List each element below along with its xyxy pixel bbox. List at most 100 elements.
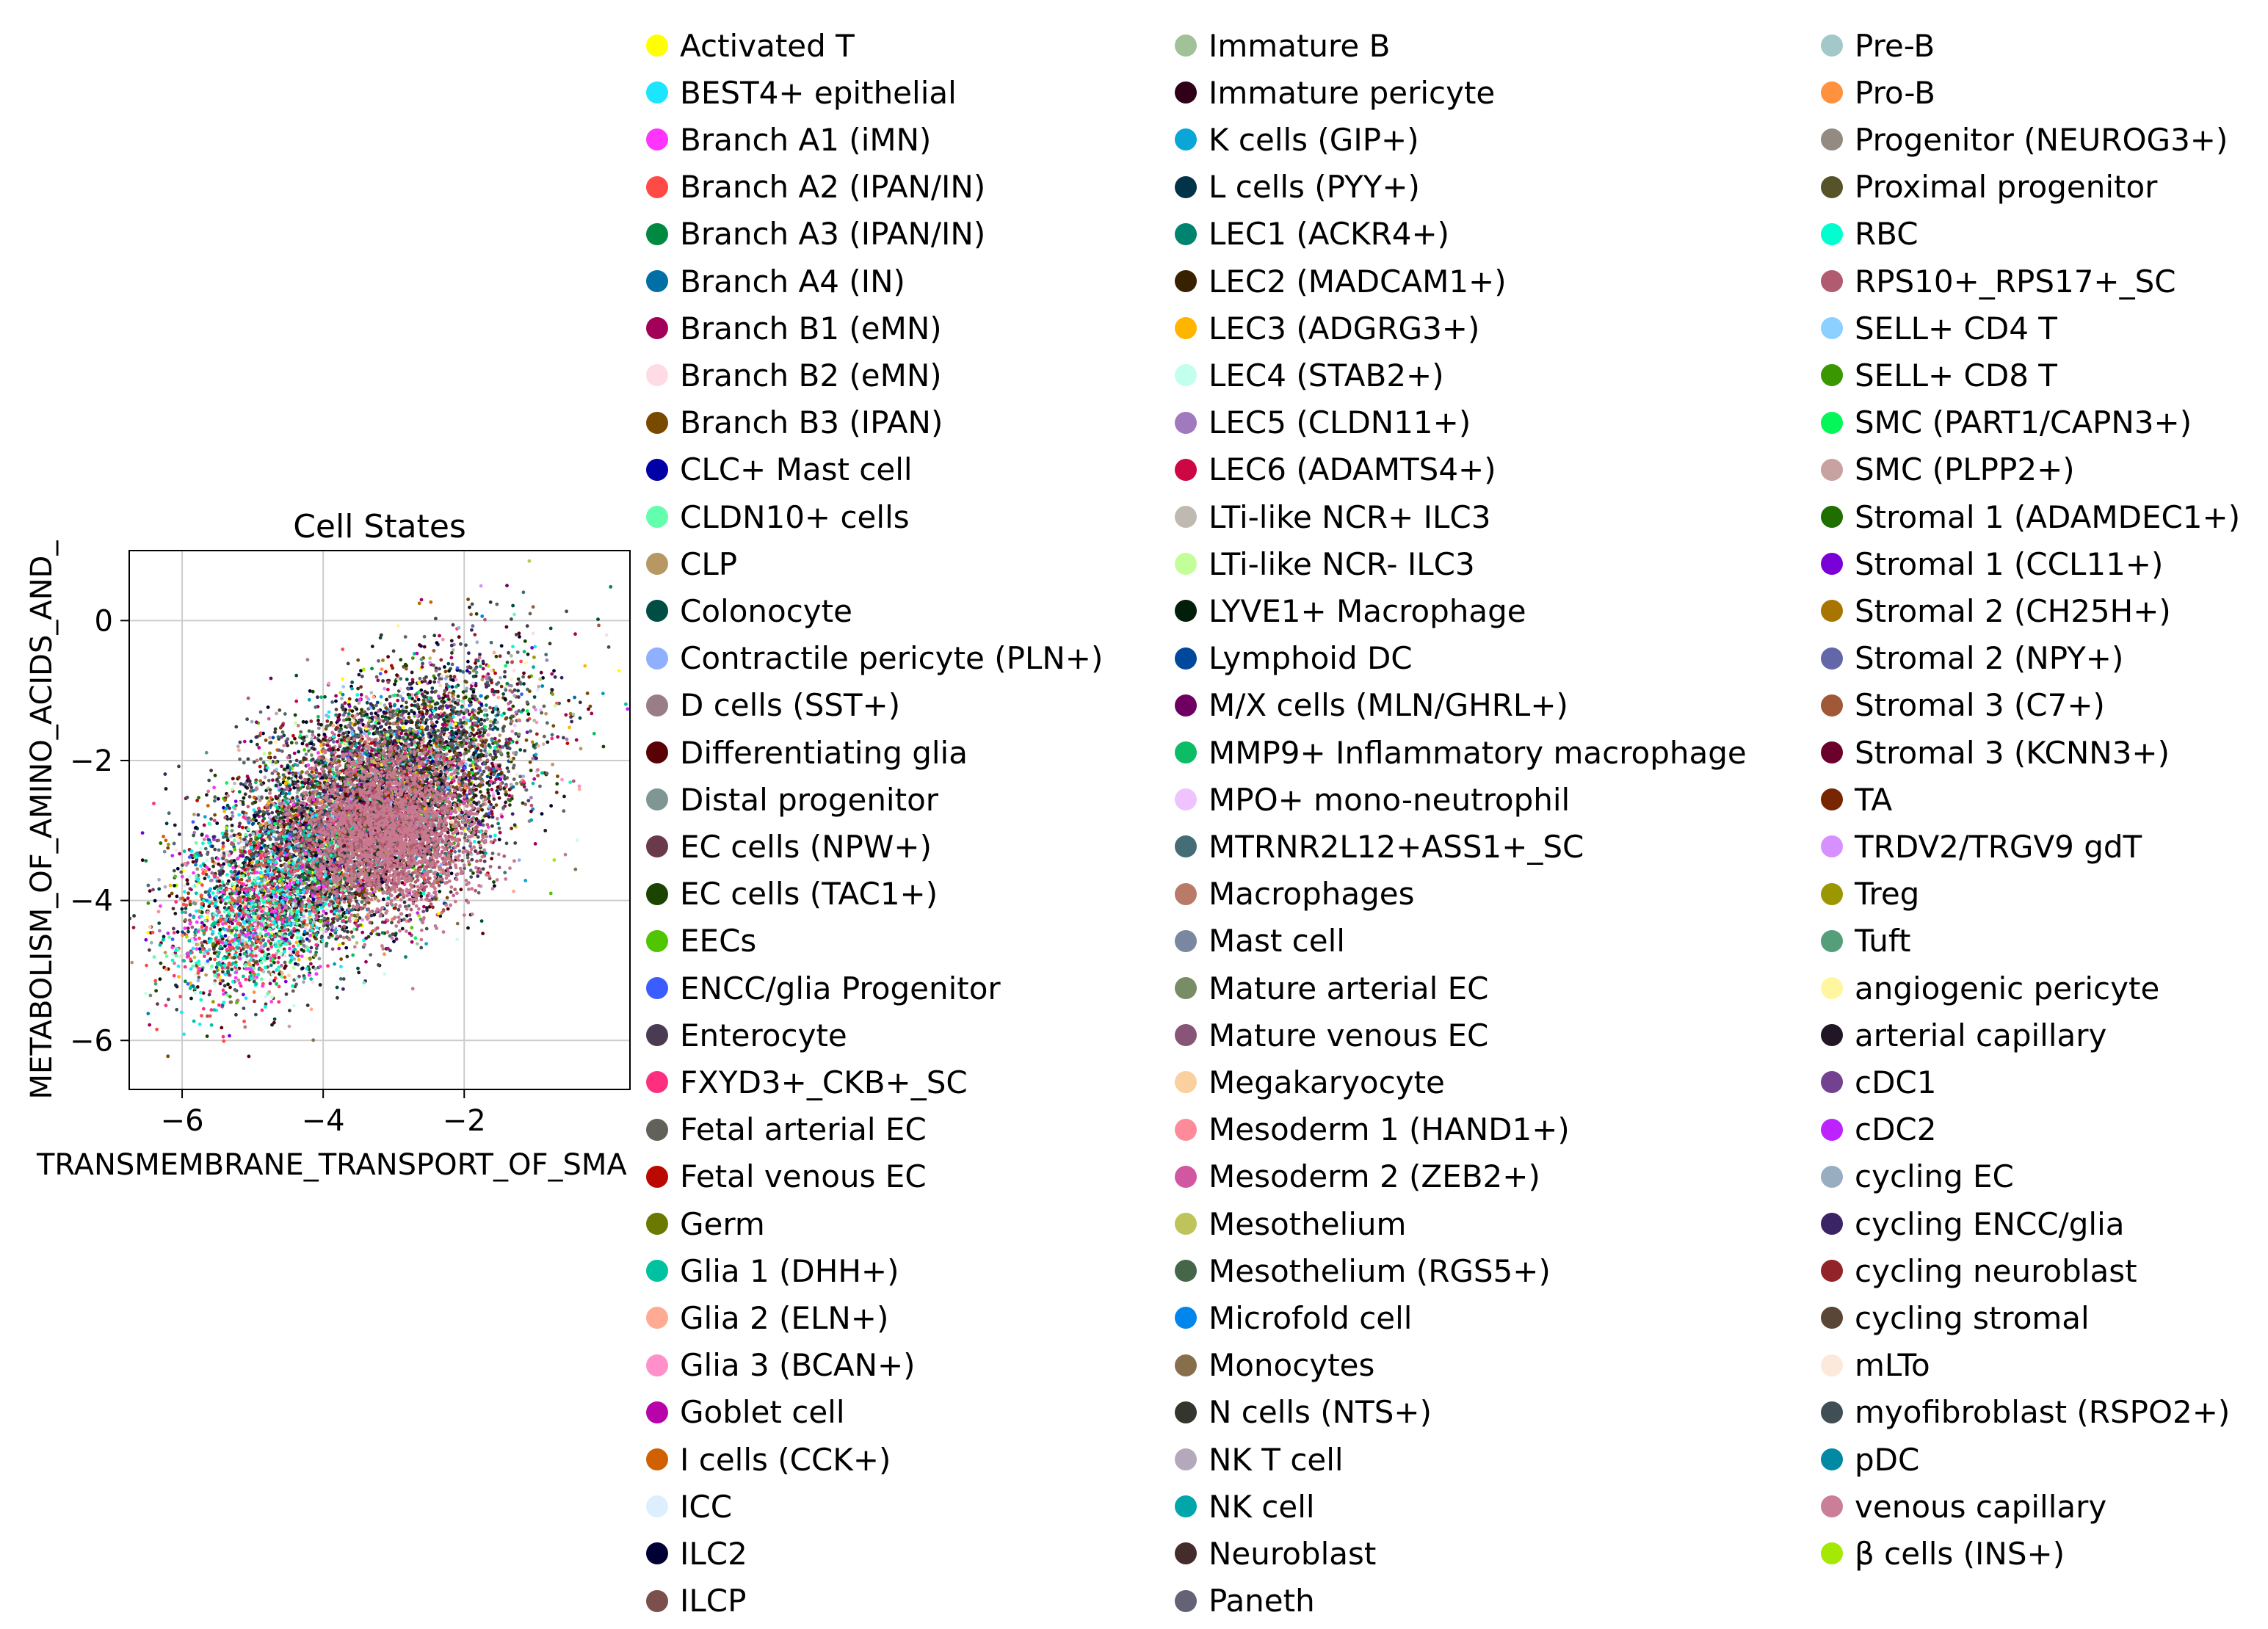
- data-point: [172, 841, 176, 846]
- data-point: [282, 767, 286, 772]
- data-point: [204, 973, 208, 977]
- data-point: [360, 675, 364, 678]
- data-point: [442, 745, 446, 750]
- data-point: [465, 736, 468, 740]
- data-point: [519, 659, 523, 664]
- data-point: [540, 812, 544, 816]
- data-point: [356, 966, 360, 970]
- data-point: [316, 719, 320, 722]
- data-point: [525, 709, 529, 713]
- data-point: [455, 921, 460, 926]
- data-point: [157, 877, 162, 882]
- data-point: [194, 863, 198, 867]
- data-point: [601, 744, 606, 749]
- data-point: [523, 749, 527, 752]
- data-point: [516, 677, 521, 681]
- data-point: [480, 614, 485, 618]
- data-point: [242, 841, 246, 845]
- data-point: [465, 669, 469, 673]
- data-point: [287, 791, 291, 796]
- data-point: [91, 953, 95, 957]
- data-point: [529, 769, 533, 772]
- data-point: [272, 1017, 277, 1021]
- data-point: [207, 778, 211, 783]
- data-point: [304, 720, 308, 725]
- data-point: [486, 791, 490, 795]
- data-point: [509, 783, 513, 787]
- data-point: [231, 777, 235, 780]
- data-point: [225, 829, 228, 833]
- data-point: [396, 624, 400, 628]
- data-point: [573, 867, 578, 871]
- data-point: [515, 772, 519, 777]
- data-point: [477, 890, 481, 895]
- data-point: [319, 722, 323, 727]
- data-point: [164, 838, 168, 843]
- data-point: [487, 794, 491, 798]
- data-point: [294, 721, 297, 725]
- data-point: [241, 825, 244, 830]
- data-point: [517, 695, 521, 699]
- data-point: [525, 700, 529, 704]
- data-point: [410, 940, 414, 944]
- data-point: [302, 748, 306, 752]
- data-point: [153, 899, 157, 903]
- data-point: [327, 710, 331, 714]
- data-point: [512, 612, 516, 617]
- data-point: [522, 671, 526, 675]
- data-point: [470, 710, 474, 714]
- data-point: [309, 1007, 314, 1012]
- data-point: [213, 813, 217, 817]
- data-point: [436, 728, 441, 733]
- data-point: [429, 716, 432, 721]
- data-point: [510, 653, 513, 658]
- data-point: [542, 704, 546, 708]
- data-point: [391, 649, 396, 653]
- data-point: [456, 694, 460, 698]
- data-point: [548, 642, 552, 646]
- data-point: [499, 751, 503, 755]
- data-point: [355, 899, 358, 903]
- data-point: [211, 844, 214, 849]
- data-point: [441, 637, 445, 642]
- data-point: [221, 841, 225, 845]
- data-point: [492, 692, 496, 697]
- data-point: [237, 748, 241, 752]
- data-point: [308, 689, 312, 693]
- data-point: [475, 859, 479, 863]
- data-point: [419, 657, 424, 661]
- data-point: [392, 703, 396, 708]
- data-point: [245, 786, 250, 790]
- data-point: [230, 810, 234, 815]
- data-point: [206, 804, 210, 808]
- data-point: [491, 794, 496, 798]
- data-point: [433, 676, 437, 681]
- data-point: [264, 788, 268, 793]
- data-point: [201, 991, 206, 995]
- data-point: [479, 749, 483, 752]
- data-point: [258, 798, 262, 802]
- data-point: [393, 682, 396, 686]
- data-point: [505, 660, 510, 664]
- data-point: [336, 995, 339, 1000]
- data-point: [482, 859, 487, 863]
- data-point: [500, 713, 504, 717]
- data-point: [245, 717, 249, 722]
- data-point: [174, 849, 178, 852]
- data-point: [432, 634, 437, 638]
- data-point: [207, 904, 211, 909]
- data-point: [510, 729, 515, 733]
- data-point: [195, 867, 200, 871]
- data-point: [341, 941, 345, 946]
- data-point: [532, 695, 537, 699]
- data-point: [152, 802, 156, 805]
- data-point: [347, 712, 351, 716]
- data-point: [316, 695, 319, 700]
- data-point: [146, 931, 151, 935]
- data-point: [496, 695, 501, 700]
- data-point: [330, 928, 334, 932]
- data-point: [512, 889, 515, 893]
- data-point: [267, 755, 271, 760]
- data-point: [270, 763, 275, 767]
- data-point: [364, 694, 369, 699]
